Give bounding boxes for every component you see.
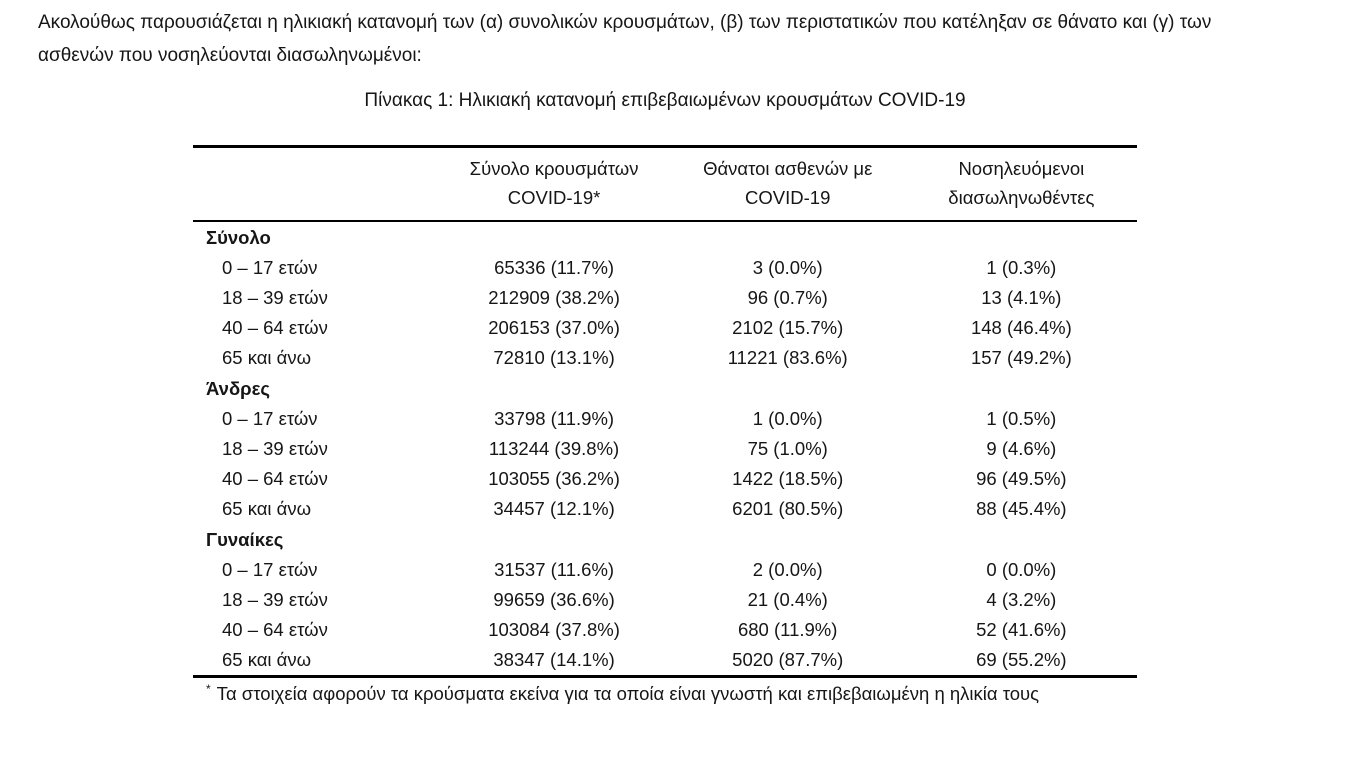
group-label-total: Σύνολο [206, 226, 271, 248]
footnote-text: Τα στοιχεία αφορούν τα κρούσματα εκείνα … [216, 683, 1040, 705]
column-header-cases-line2: COVID-19* [507, 187, 601, 208]
group-row-total: Σύνολο [193, 221, 1137, 253]
cases-cell: 38347 (14.1%) [493, 649, 615, 670]
deaths-cell: 5020 (87.7%) [732, 649, 844, 670]
deaths-cell: 2102 (15.7%) [732, 317, 844, 338]
age-cell: 65 και άνω [222, 347, 312, 368]
column-header-empty [193, 146, 439, 222]
table-row: 65 και άνω 72810 (13.1%) 11221 (83.6%) 1… [193, 343, 1137, 373]
deaths-cell: 680 (11.9%) [737, 619, 838, 640]
table-row: 18 – 39 ετών 113244 (39.8%) 75 (1.0%) 9 … [193, 434, 1137, 464]
cases-cell: 31537 (11.6%) [494, 559, 615, 580]
deaths-cell: 21 (0.4%) [747, 589, 828, 610]
age-cell: 65 και άνω [222, 498, 312, 519]
cases-cell: 65336 (11.7%) [494, 257, 615, 278]
deaths-cell: 1422 (18.5%) [732, 468, 844, 489]
cases-cell: 34457 (12.1%) [493, 498, 615, 519]
column-header-deaths-line2: COVID-19 [745, 187, 831, 208]
age-cell: 18 – 39 ετών [222, 287, 328, 308]
cases-cell: 113244 (39.8%) [488, 438, 620, 459]
age-cell: 0 – 17 ετών [222, 559, 318, 580]
table-row: 18 – 39 ετών 99659 (36.6%) 21 (0.4%) 4 (… [193, 585, 1137, 615]
table-title: Πίνακας 1: Ηλικιακή κατανομή επιβεβαιωμέ… [364, 90, 966, 111]
column-header-deaths: Θάνατοι ασθενών με COVID-19 [669, 146, 906, 222]
deaths-cell: 96 (0.7%) [747, 287, 828, 308]
column-header-cases: Σύνολο κρουσμάτων COVID-19* [438, 146, 670, 222]
table-row: 65 και άνω 38347 (14.1%) 5020 (87.7%) 69… [193, 645, 1137, 677]
deaths-cell: 3 (0.0%) [752, 257, 823, 278]
intubated-cell: 157 (49.2%) [970, 347, 1072, 368]
cases-cell: 206153 (37.0%) [488, 317, 620, 338]
table-area: Σύνολο κρουσμάτων COVID-19* Θάνατοι ασθε… [193, 145, 1137, 705]
cases-cell: 72810 (13.1%) [493, 347, 615, 368]
intubated-cell: 96 (49.5%) [976, 468, 1067, 489]
group-row-men: Άνδρες [193, 373, 1137, 404]
age-cell: 40 – 64 ετών [222, 317, 328, 338]
cases-cell: 103084 (37.8%) [488, 619, 620, 640]
table-row: 0 – 17 ετών 33798 (11.9%) 1 (0.0%) 1 (0.… [193, 404, 1137, 434]
intubated-cell: 1 (0.5%) [986, 408, 1057, 429]
deaths-cell: 1 (0.0%) [752, 408, 823, 429]
intubated-cell: 13 (4.1%) [981, 287, 1062, 308]
header-row: Σύνολο κρουσμάτων COVID-19* Θάνατοι ασθε… [193, 146, 1137, 222]
intro-paragraph: Ακολούθως παρουσιάζεται η ηλικιακή καταν… [38, 6, 1211, 72]
group-label-women: Γυναίκες [206, 528, 284, 550]
column-header-cases-line1: Σύνολο κρουσμάτων [469, 158, 639, 179]
group-row-women: Γυναίκες [193, 524, 1137, 555]
age-cell: 18 – 39 ετών [222, 589, 328, 610]
age-cell: 0 – 17 ετών [222, 257, 318, 278]
age-cell: 18 – 39 ετών [222, 438, 328, 459]
deaths-cell: 75 (1.0%) [747, 438, 828, 459]
table-footnote: * Τα στοιχεία αφορούν τα κρούσματα εκείνα… [193, 682, 1137, 705]
cases-table: Σύνολο κρουσμάτων COVID-19* Θάνατοι ασθε… [193, 145, 1137, 678]
intubated-cell: 69 (55.2%) [976, 649, 1067, 670]
intubated-cell: 1 (0.3%) [986, 257, 1057, 278]
deaths-cell: 6201 (80.5%) [732, 498, 844, 519]
age-cell: 40 – 64 ετών [222, 468, 328, 489]
age-cell: 40 – 64 ετών [222, 619, 328, 640]
column-header-intubated-line2: διασωληνωθέντες [948, 187, 1095, 208]
column-header-deaths-line1: Θάνατοι ασθενών με [703, 158, 873, 179]
table-row: 0 – 17 ετών 65336 (11.7%) 3 (0.0%) 1 (0.… [193, 253, 1137, 283]
group-label-men: Άνδρες [206, 377, 271, 399]
footnote-asterisk: * [206, 682, 211, 696]
intubated-cell: 4 (3.2%) [986, 589, 1057, 610]
cases-cell: 103055 (36.2%) [488, 468, 620, 489]
table-row: 40 – 64 ετών 103055 (36.2%) 1422 (18.5%)… [193, 464, 1137, 494]
cases-cell: 99659 (36.6%) [493, 589, 615, 610]
intro-line-2: ασθενών που νοσηλεύονται διασωληνωμένοι: [38, 45, 422, 66]
intubated-cell: 88 (45.4%) [976, 498, 1067, 519]
intubated-cell: 9 (4.6%) [986, 438, 1057, 459]
column-header-intubated: Νοσηλευόμενοι διασωληνωθέντες [905, 146, 1137, 222]
intubated-cell: 148 (46.4%) [970, 317, 1072, 338]
cases-cell: 212909 (38.2%) [488, 287, 620, 308]
deaths-cell: 2 (0.0%) [752, 559, 823, 580]
age-cell: 0 – 17 ετών [222, 408, 318, 429]
intubated-cell: 52 (41.6%) [976, 619, 1067, 640]
column-header-intubated-line1: Νοσηλευόμενοι [958, 158, 1085, 179]
table-row: 18 – 39 ετών 212909 (38.2%) 96 (0.7%) 13… [193, 283, 1137, 313]
intro-line-1: Ακολούθως παρουσιάζεται η ηλικιακή καταν… [38, 12, 1212, 33]
table-row: 65 και άνω 34457 (12.1%) 6201 (80.5%) 88… [193, 494, 1137, 524]
age-cell: 65 και άνω [222, 649, 312, 670]
deaths-cell: 11221 (83.6%) [727, 347, 848, 368]
intubated-cell: 0 (0.0%) [986, 559, 1057, 580]
cases-cell: 33798 (11.9%) [494, 408, 615, 429]
table-row: 40 – 64 ετών 206153 (37.0%) 2102 (15.7%)… [193, 313, 1137, 343]
table-row: 40 – 64 ετών 103084 (37.8%) 680 (11.9%) … [193, 615, 1137, 645]
table-row: 0 – 17 ετών 31537 (11.6%) 2 (0.0%) 0 (0.… [193, 555, 1137, 585]
